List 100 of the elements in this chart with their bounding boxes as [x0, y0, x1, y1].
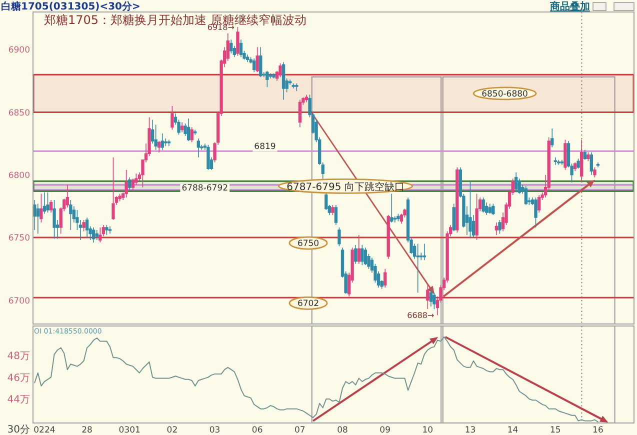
candlestick — [554, 156, 557, 166]
candlestick — [46, 192, 50, 213]
x-tick-label: 03 — [209, 426, 220, 435]
candlestick — [33, 200, 36, 230]
candlestick — [194, 129, 197, 136]
candlestick — [236, 26, 240, 56]
band-label: 6787-6795 向下跳空缺口 — [286, 180, 404, 193]
chart-title: 白糖1705(031305)<30分> — [1, 0, 140, 12]
candlestick — [190, 126, 194, 143]
candlestick — [196, 138, 200, 158]
x-tick-label: 13 — [464, 426, 476, 435]
candlestick — [95, 230, 98, 240]
candlestick — [564, 139, 567, 170]
y-tick-label: 6800 — [8, 170, 30, 181]
candlestick — [426, 284, 430, 310]
candlestick — [396, 213, 400, 222]
candlestick — [49, 200, 53, 213]
candlestick — [537, 194, 541, 213]
candlestick — [42, 192, 46, 214]
candlestick — [272, 73, 276, 79]
y-tick-label: 6700 — [8, 296, 30, 306]
candlestick — [586, 152, 590, 162]
candlestick — [108, 226, 112, 234]
x-tick-label: 16 — [592, 426, 604, 435]
annotation: 商品叠加 — [549, 0, 590, 12]
candlestick — [66, 184, 69, 208]
candlestick — [230, 39, 233, 54]
x-tick-label: 0301 — [118, 426, 140, 435]
y-tick-label: 6750 — [8, 234, 30, 244]
ref-line-label: 6702 — [297, 299, 320, 310]
candlestick — [416, 243, 420, 294]
x-tick-label: 09 — [380, 426, 390, 435]
candlestick — [492, 203, 495, 216]
candlestick — [40, 193, 43, 223]
candlestick — [105, 224, 108, 236]
candlestick — [534, 197, 538, 228]
candlestick — [360, 244, 364, 266]
x-tick-label: 07 — [294, 426, 306, 435]
candlestick — [92, 227, 96, 243]
x-tick-label: 0224 — [34, 426, 56, 435]
candlestick — [239, 39, 243, 58]
candlestick — [498, 220, 502, 234]
x-axis-title: 30分 — [7, 424, 30, 435]
annotation: 6688→ — [407, 311, 435, 320]
candlestick — [118, 193, 122, 202]
x-tick-label: 14 — [507, 426, 518, 435]
line-series — [34, 336, 598, 422]
band-label: 6850-6880 — [482, 90, 528, 100]
candlestick — [456, 166, 459, 233]
label-oval: 6787-6795 向下跳空缺口 — [278, 178, 414, 194]
candlestick — [357, 234, 360, 264]
candlestick — [186, 118, 190, 142]
candlestick — [482, 197, 485, 213]
candlestick — [331, 204, 334, 216]
candlestick — [180, 122, 184, 133]
x-tick-label: 28 — [82, 426, 92, 435]
candlestick — [295, 83, 298, 92]
candlestick — [494, 222, 498, 236]
candlestick — [298, 99, 302, 128]
candlestick — [85, 217, 89, 238]
y-tick-label: 6850 — [8, 108, 30, 118]
y-tick-label: 48万 — [7, 351, 30, 362]
candlestick — [334, 204, 338, 226]
candlestick — [550, 128, 554, 148]
candlestick — [580, 139, 584, 183]
candlestick — [557, 159, 560, 166]
candlestick — [524, 186, 528, 206]
candlestick — [596, 162, 600, 168]
candlestick — [69, 200, 72, 230]
candlestick — [583, 149, 586, 160]
candlestick — [576, 158, 580, 170]
x-tick-label: 06 — [252, 426, 263, 435]
candlestick — [252, 58, 256, 73]
candlestick — [560, 159, 564, 166]
candlestick — [354, 244, 358, 264]
candlestick — [292, 83, 295, 89]
candlestick — [82, 220, 86, 232]
label: 6819 — [252, 142, 278, 152]
candlestick — [338, 227, 341, 247]
candlestick — [36, 203, 40, 234]
candlestick — [158, 140, 161, 153]
candlestick — [384, 268, 387, 288]
candlestick — [390, 193, 394, 223]
candlestick — [170, 106, 174, 130]
candlestick — [593, 166, 596, 178]
candlestick — [246, 54, 250, 63]
candlestick — [98, 227, 102, 243]
candlestick — [160, 133, 164, 150]
x-tick-label: 08 — [337, 426, 348, 435]
candlestick — [429, 288, 433, 307]
candlestick — [468, 180, 472, 238]
label-oval: 6750 — [288, 236, 328, 250]
candlestick — [304, 94, 308, 103]
x-tick-label: 02 — [166, 426, 178, 435]
candlestick — [386, 214, 390, 260]
candlestick — [206, 144, 210, 170]
candlestick — [282, 62, 286, 100]
candlestick — [112, 156, 115, 220]
candlestick — [488, 203, 492, 214]
candlestick — [452, 203, 456, 232]
